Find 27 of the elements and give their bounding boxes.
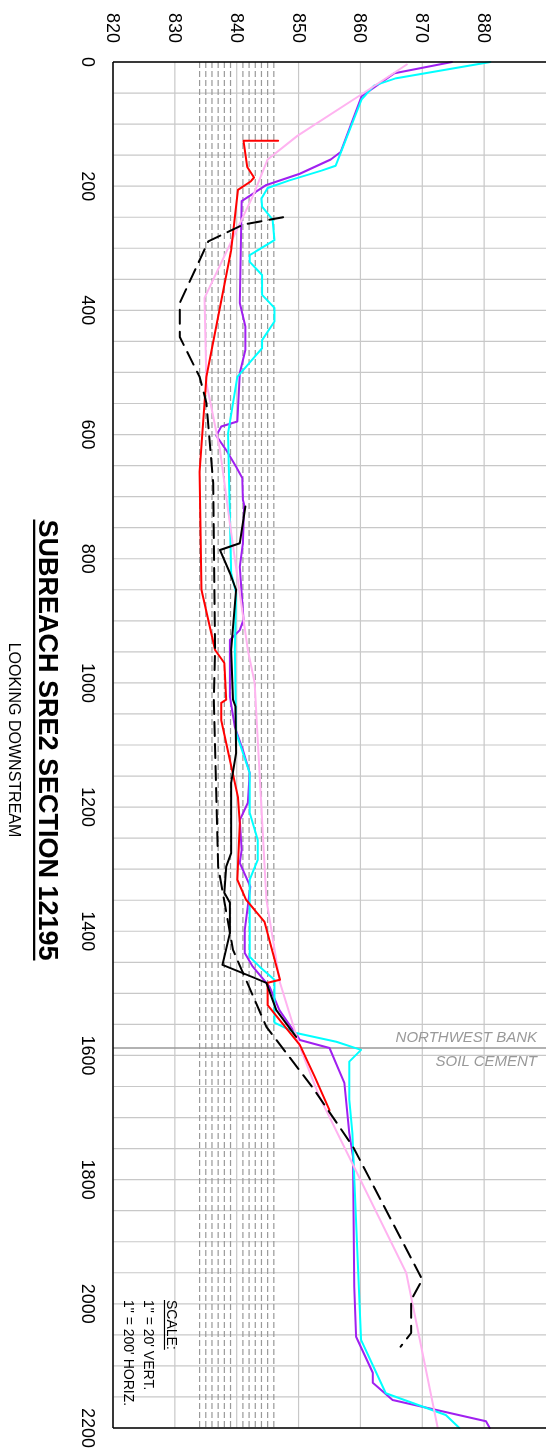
x-tick-label: 880 [474, 12, 495, 44]
text: LOOKING DOWNSTREAM [6, 642, 23, 838]
x-tick-label: 860 [350, 12, 371, 44]
x-tick-label: 850 [288, 12, 309, 44]
y-tick-label: 2000 [78, 1283, 98, 1324]
text: SUBREACH SRE2 SECTION 12195 [33, 519, 63, 961]
x-tick-label: 870 [412, 12, 433, 44]
ref-line-label: NORTHWEST BANK SOIL CEMENT [395, 1028, 539, 1069]
y-tick-label: 1400 [78, 911, 98, 952]
y-tick-label: 800 [78, 543, 98, 574]
y-tick-label: 400 [78, 295, 98, 326]
y-tick-label: 1600 [78, 1035, 98, 1076]
y-tick-label: 0 [78, 56, 98, 68]
y-tick-label: 200 [78, 171, 98, 202]
annotation: 1" = 20' VERT. [141, 1300, 157, 1391]
x-tick-label: 820 [103, 12, 123, 44]
y-tick-label: 1200 [78, 787, 98, 828]
annotation: 1" = 200' HORIZ. [121, 1300, 137, 1407]
y-tick-label: 1000 [78, 662, 98, 703]
x-tick-label: 840 [226, 12, 247, 44]
y-tick-label: 1800 [78, 1159, 98, 1200]
line-series [198, 139, 331, 1112]
x-tick-label: 830 [164, 12, 185, 44]
line-series [219, 505, 298, 1038]
y-tick-label: 600 [78, 419, 98, 450]
y-tick-label: 2200 [78, 1407, 98, 1449]
annotation: SCALE: [164, 1300, 180, 1350]
